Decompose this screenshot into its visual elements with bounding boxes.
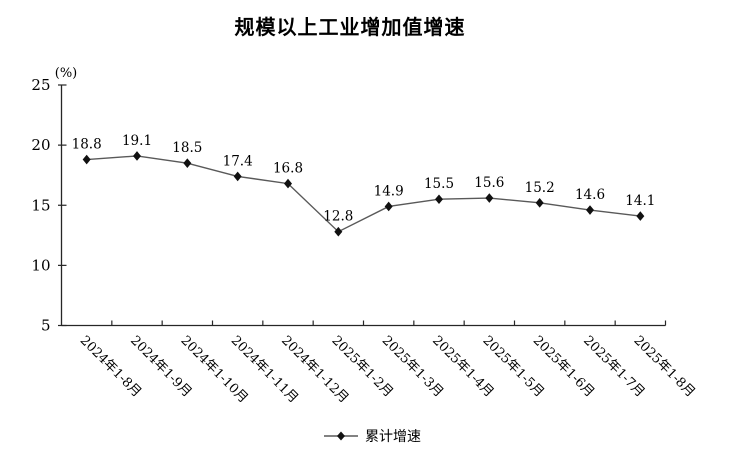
chart-title: 规模以上工业增加值增速	[234, 15, 466, 39]
data-point-marker	[82, 154, 91, 165]
legend: 累计增速	[0, 424, 744, 448]
y-tick-label: 10	[31, 256, 50, 274]
y-tick-label: 15	[31, 196, 50, 214]
data-point-marker	[183, 158, 192, 168]
y-tick-label: 5	[41, 317, 51, 335]
data-point-marker	[284, 178, 292, 189]
data-label: 19.1	[122, 133, 152, 149]
data-point-marker	[586, 205, 594, 215]
data-label: 17.4	[223, 153, 253, 169]
data-label: 14.9	[374, 183, 404, 199]
y-tick-label: 20	[31, 136, 50, 154]
series-line	[86, 155, 641, 233]
data-point-marker	[233, 171, 242, 182]
data-point-marker	[133, 151, 141, 161]
y-tick-label: 25	[31, 76, 50, 94]
data-label: 15.2	[525, 180, 555, 196]
data-label: 12.8	[323, 209, 353, 225]
data-label: 16.8	[273, 161, 303, 177]
data-point-marker	[384, 201, 393, 212]
data-label: 14.6	[575, 187, 605, 203]
data-point-marker	[435, 194, 443, 205]
data-point-marker	[636, 211, 645, 221]
plot-area: 5 10 15 20 25 (%) 18.8 19.1 18.5 17.4 16.8 12.8 14.9…	[31, 66, 697, 406]
data-label: 18.8	[72, 137, 102, 153]
data-point-marker	[334, 226, 343, 237]
legend-series-label: 累计增速	[365, 429, 421, 445]
data-label: 15.6	[474, 175, 504, 191]
data-point-marker	[535, 198, 544, 208]
data-label: 18.5	[172, 140, 202, 156]
data-point-marker	[485, 193, 494, 203]
y-axis-unit-label: (%)	[55, 66, 78, 81]
legend-marker-icon	[324, 431, 358, 441]
data-label: 15.5	[424, 176, 454, 192]
data-label: 14.1	[625, 193, 655, 209]
